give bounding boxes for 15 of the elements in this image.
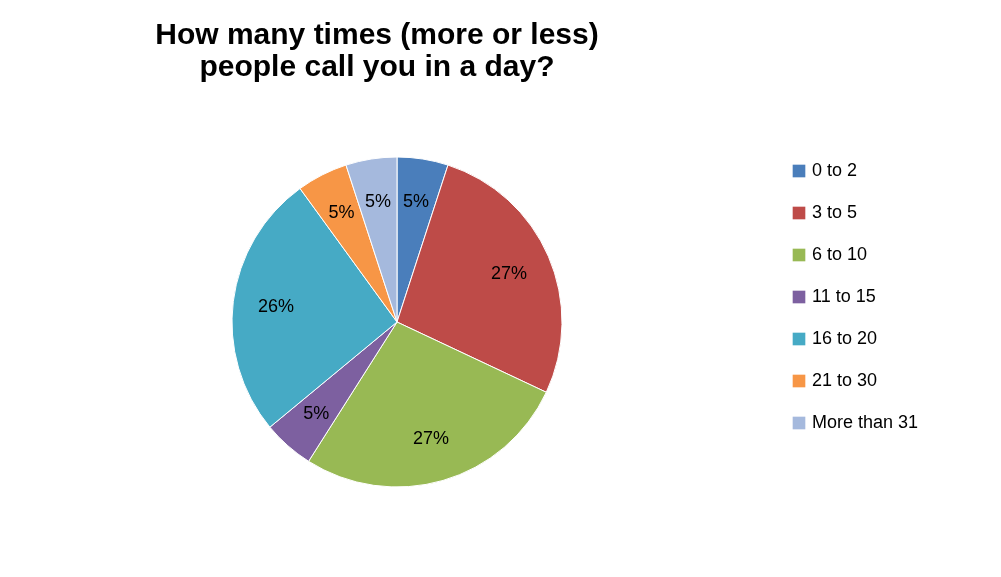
chart-title: How many times (more or less) people call you in a day? (155, 17, 599, 82)
data-label: 5% (328, 202, 355, 223)
data-label: 5% (403, 190, 430, 211)
legend-label: 21 to 30 (812, 370, 878, 390)
data-label: 27% (490, 262, 527, 283)
legend-label: More than 31 (812, 412, 919, 432)
data-label: 5% (303, 402, 330, 423)
data-label: 5% (364, 190, 391, 211)
legend-label: 16 to 20 (812, 328, 878, 348)
data-label: 27% (413, 428, 450, 449)
legend-label: 0 to 2 (812, 160, 858, 180)
data-label: 26% (257, 295, 294, 316)
legend-label: 6 to 10 (812, 244, 868, 264)
legend-label: 11 to 15 (812, 286, 876, 306)
legend-label: 3 to 5 (812, 202, 858, 222)
